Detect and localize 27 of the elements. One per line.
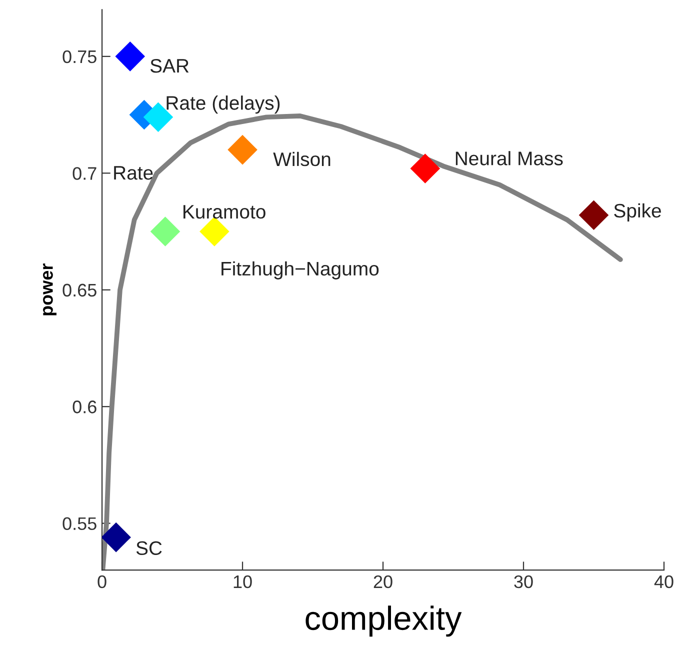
series-label: Rate [114,166,153,180]
y-tick-label: 0.55 [62,517,96,530]
point [578,200,609,230]
series-label: Rate (delays) [166,96,280,114]
y-axis-title: power [42,264,56,316]
series-label: Spike [614,203,661,222]
series-label: Neural Mass [456,151,563,166]
x-tick-label: 20 [374,575,392,588]
x-tick-label: 10 [234,575,252,588]
series-label: SC [136,541,162,556]
point [115,42,146,72]
point [150,216,180,246]
point [228,134,258,165]
x-axis-title: complexity [306,606,462,637]
point [102,522,131,552]
x-tick-label: 30 [514,575,533,588]
series-label: Fitzhugh−Nagumo [222,261,379,280]
series-label: SAR [150,58,189,73]
series-label: Kuramoto [184,205,266,219]
y-tick-label: 0.65 [62,284,96,297]
x-tick-label: 40 [654,575,674,588]
point [410,154,440,184]
y-tick-label: 0.6 [72,400,96,414]
y-tick-label: 0.75 [62,50,96,64]
series-label: Wilson [273,152,330,166]
x-tick-label: 0 [98,575,106,588]
y-tick-label: 0.7 [72,167,96,180]
